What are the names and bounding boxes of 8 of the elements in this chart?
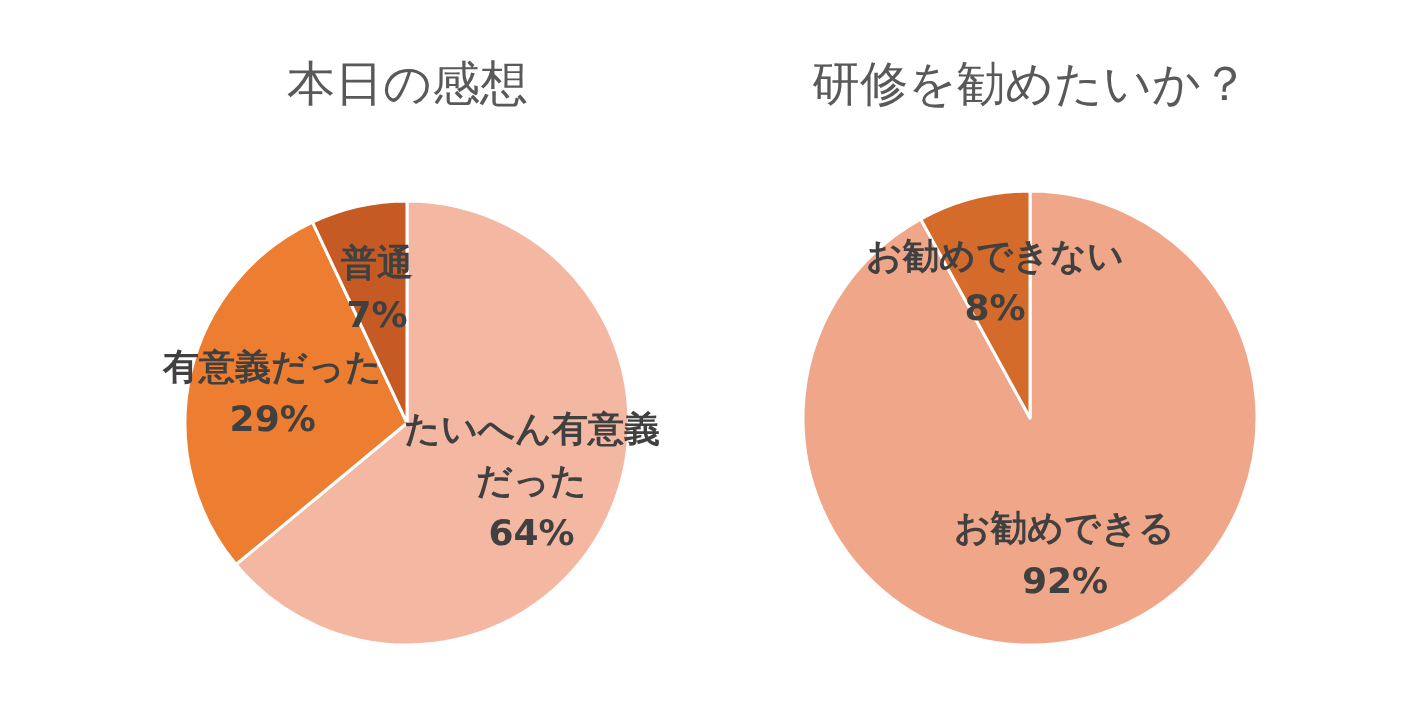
chart-title: 研修を勧めたいか？	[810, 54, 1250, 113]
pie-slice	[801, 189, 1259, 647]
slice-label: お勧めできる	[953, 506, 1177, 551]
chart-title: 本日の感想	[287, 55, 528, 111]
data-label: 64%	[487, 511, 576, 556]
slice-label: たいへん有意義だった	[402, 407, 661, 504]
data-label: 29%	[228, 397, 317, 442]
data-label: 92%	[1020, 558, 1110, 603]
